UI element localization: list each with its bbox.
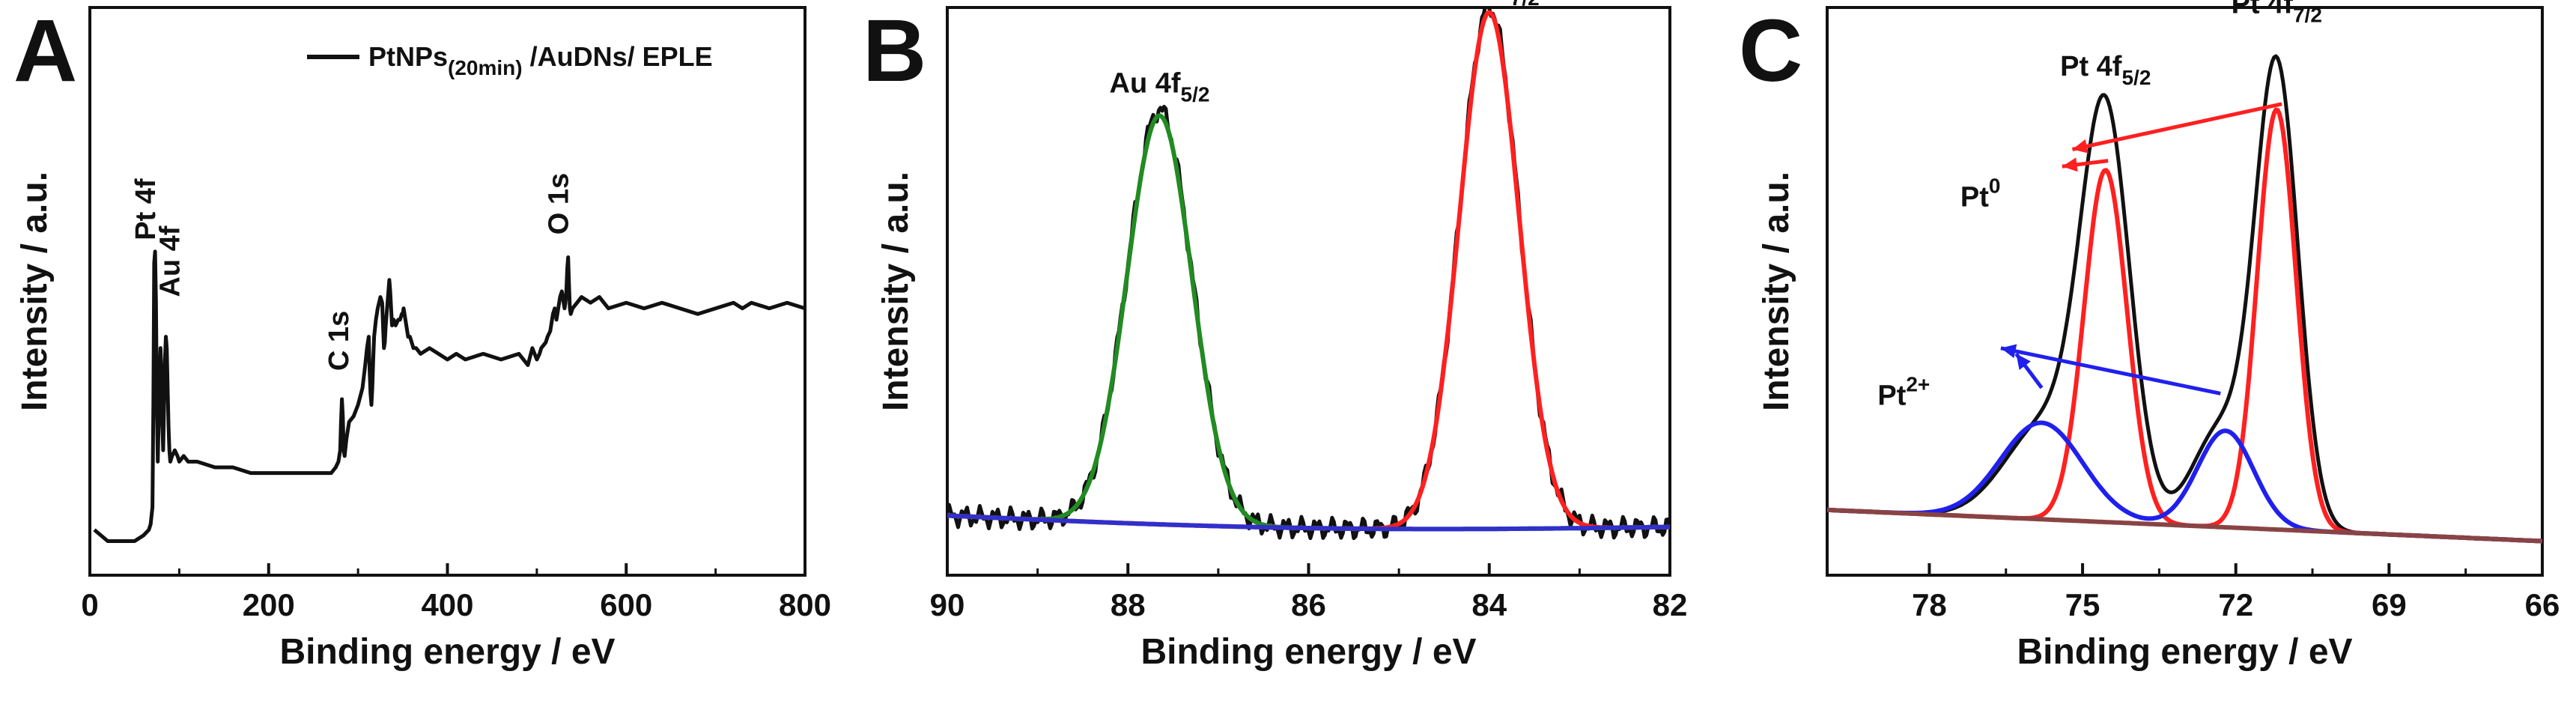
annotation-label: Au 4f (154, 225, 186, 297)
panel-letter-A-part: A (13, 1, 77, 100)
annotation-label: Pt 4f (130, 178, 162, 240)
annotation-label-part: Pt (1877, 380, 1906, 412)
y-axis-label: Intensity / a.u. (1757, 172, 1796, 411)
annotation-label: Au 4f7/2 (1439, 0, 1540, 10)
y-axis-label: Intensity / a.u. (876, 172, 916, 411)
annotation-label-part: Au 4f (154, 225, 186, 297)
plot-frame (1826, 6, 2544, 577)
y-axis-label: Intensity / a.u. (15, 172, 55, 411)
arrow-line (2071, 102, 2282, 151)
annotation-label-part: O 1s (544, 173, 575, 234)
arrow-head (2000, 344, 2017, 359)
x-tick-label: 75 (2065, 587, 2100, 622)
legend-label-part: (20min) (448, 56, 523, 79)
x-tick-label-part: 800 (779, 587, 831, 622)
annotation-label: Pt 4f5/2 (2060, 51, 2151, 89)
annotation-label-part: 7/2 (1510, 0, 1540, 10)
annotation-label-part: 5/2 (2121, 66, 2151, 89)
annotation-label-part: Pt (1960, 181, 1989, 213)
arrow-line (2000, 346, 2221, 395)
series-au-4f5-2-fit (947, 113, 1670, 532)
x-tick-label: 800 (779, 587, 831, 622)
x-tick-label-part: 200 (243, 587, 295, 622)
legend-label: PtNPs(20min) /AuDNs/ EPLE (368, 41, 713, 79)
series-envelope (1827, 54, 2542, 543)
x-axis-label-part: Binding energy / eV (1140, 632, 1476, 672)
x-tick-label-part: 0 (81, 587, 98, 622)
annotation-label: Pt0 (1960, 174, 2001, 213)
annotation-label-part: 5/2 (1181, 83, 1210, 106)
x-tick-label: 78 (1912, 587, 1947, 622)
x-tick-label: 72 (2218, 587, 2253, 622)
x-tick-label-part: 82 (1653, 587, 1688, 622)
panel-letter-C: C (1739, 1, 1802, 100)
annotation-label: Pt 4f7/2 (2232, 0, 2322, 27)
series-background (1827, 507, 2542, 544)
annotation-label: O 1s (544, 173, 575, 234)
annotation-label-part: C 1s (323, 311, 355, 371)
x-axis-label-part: Binding energy / eV (2017, 632, 2352, 672)
x-tick-label-part: 78 (1912, 587, 1947, 622)
x-axis-label: Binding energy / eV (1140, 632, 1476, 672)
panel-letter-C-part: C (1739, 1, 1802, 100)
x-tick-label-part: 90 (930, 587, 965, 622)
arrow-head (2072, 139, 2089, 154)
x-tick-label-part: 66 (2525, 587, 2560, 622)
legend-label-part: /AuDNs/ EPLE (523, 41, 713, 72)
x-tick-label-part: 600 (600, 587, 652, 622)
annotation-label: C 1s (323, 311, 355, 371)
legend-label-part: PtNPs (368, 41, 448, 72)
x-tick-label: 66 (2525, 587, 2560, 622)
y-axis-label-part: Intensity / a.u. (876, 172, 916, 411)
x-tick-label: 86 (1291, 587, 1326, 622)
x-axis-label-part: Binding energy / eV (279, 632, 615, 672)
annotation-label-part: Pt 4f (2060, 51, 2122, 82)
y-axis-label-part: Intensity / a.u. (1757, 172, 1796, 411)
x-tick-label-part: 86 (1291, 587, 1326, 622)
x-tick-label-part: 72 (2218, 587, 2253, 622)
panel-letter-A: A (13, 1, 77, 100)
panel-letter-B-part: B (863, 1, 926, 100)
series-au-4f7-2-fit (947, 10, 1670, 531)
arrow-head (2062, 157, 2078, 172)
y-axis-label-part: Intensity / a.u. (15, 172, 55, 411)
panel-letter-B: B (863, 1, 926, 100)
x-tick-label-part: 75 (2065, 587, 2100, 622)
annotation-label: Pt2+ (1877, 373, 1930, 412)
series-survey (93, 249, 805, 543)
series-raw (947, 7, 1670, 541)
annotation-label-part: Au 4f (1439, 0, 1510, 3)
annotation-label-part: Au 4f (1110, 68, 1181, 100)
x-axis-label: Binding energy / eV (2017, 632, 2352, 672)
annotation-label-part: Pt 4f (2232, 0, 2294, 20)
x-tick-label: 69 (2372, 587, 2407, 622)
annotation-label-part: Pt 4f (130, 178, 162, 240)
x-tick-label-part: 88 (1111, 587, 1146, 622)
x-axis-label: Binding energy / eV (279, 632, 615, 672)
x-tick-label: 90 (930, 587, 965, 622)
x-tick-label: 600 (600, 587, 652, 622)
x-tick-label: 200 (243, 587, 295, 622)
panel-C: 78 75 72 69 66 Binding energy / eV Intensity /… (1757, 0, 2560, 672)
annotation-label-part: 0 (1989, 174, 2001, 197)
annotation-label-part: 2+ (1906, 373, 1930, 396)
x-tick-label-part: 84 (1471, 587, 1507, 622)
x-tick-label: 84 (1471, 587, 1507, 622)
x-tick-label: 82 (1653, 587, 1688, 622)
x-tick-label: 0 (81, 587, 98, 622)
panel-A: 0 200 400 600 800 Binding energy / eV Intensit… (15, 6, 831, 672)
annotation-label-part: 7/2 (2293, 4, 2322, 27)
annotation-label: Au 4f5/2 (1110, 68, 1210, 106)
x-tick-label-part: 400 (421, 587, 473, 622)
series-pt0-fit (1827, 107, 2542, 544)
plot-frame (88, 6, 806, 577)
series-background (947, 513, 1670, 532)
x-tick-label: 400 (421, 587, 473, 622)
x-tick-label: 88 (1111, 587, 1146, 622)
arrow-head (2016, 354, 2031, 370)
panel-B: 90 88 86 84 82 Binding energy / eV Intensity /… (876, 0, 1687, 672)
x-tick-label-part: 69 (2372, 587, 2407, 622)
